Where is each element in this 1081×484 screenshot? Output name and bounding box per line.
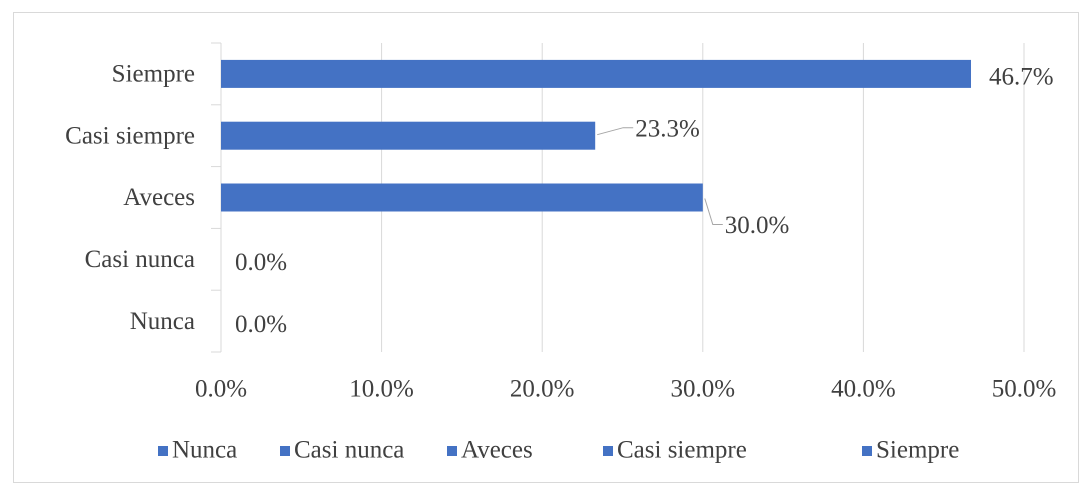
y-tick-label: Aveces bbox=[123, 184, 195, 211]
y-tick-label: Nunca bbox=[130, 308, 195, 335]
bar bbox=[221, 183, 703, 212]
x-tick-label: 0.0% bbox=[195, 376, 247, 403]
x-tick-label: 30.0% bbox=[671, 376, 736, 403]
leader-line bbox=[597, 127, 634, 136]
legend-label: Siempre bbox=[876, 437, 959, 464]
bar bbox=[221, 121, 596, 150]
chart-frame bbox=[13, 12, 1079, 483]
legend-swatch bbox=[158, 446, 168, 456]
value-label: 23.3% bbox=[635, 115, 700, 142]
legend-swatch bbox=[862, 446, 872, 456]
y-tick-label: Siempre bbox=[112, 61, 195, 88]
legend-swatch bbox=[280, 446, 290, 456]
legend-swatch bbox=[447, 446, 457, 456]
value-label: 0.0% bbox=[235, 311, 287, 338]
legend-label: Aveces bbox=[461, 437, 533, 464]
value-label: 0.0% bbox=[235, 249, 287, 276]
y-tick-label: Casi nunca bbox=[85, 246, 195, 273]
legend-label: Casi nunca bbox=[294, 437, 404, 464]
legend-swatch bbox=[603, 446, 613, 456]
value-label: 46.7% bbox=[989, 64, 1054, 91]
x-tick-label: 40.0% bbox=[831, 376, 896, 403]
legend-label: Nunca bbox=[172, 437, 237, 464]
leader-line bbox=[704, 198, 723, 225]
x-tick-label: 10.0% bbox=[349, 376, 414, 403]
y-tick-label: Casi siempre bbox=[65, 122, 195, 149]
x-tick-label: 50.0% bbox=[992, 376, 1057, 403]
legend-label: Casi siempre bbox=[617, 437, 747, 464]
bar bbox=[221, 59, 972, 88]
x-tick-label: 20.0% bbox=[510, 376, 575, 403]
value-label: 30.0% bbox=[725, 212, 790, 239]
